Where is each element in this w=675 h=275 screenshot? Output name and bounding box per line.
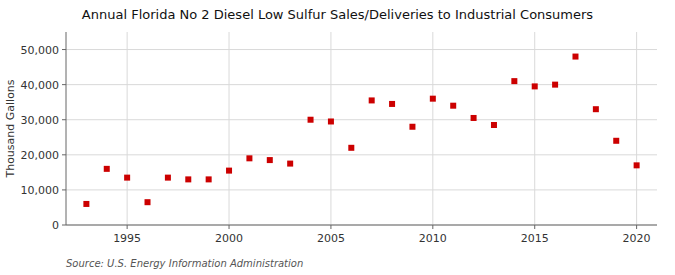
y-tick [62,49,66,50]
y-tick-label: 40,000 [21,79,60,92]
y-axis-label: Thousand Gallons [4,79,17,178]
y-grid-line [66,225,657,226]
x-grid-line [229,32,230,225]
y-axis-line [66,32,67,225]
point [613,138,619,144]
y-tick [62,119,66,120]
point [308,117,314,123]
point [104,166,110,172]
y-grid-line [66,119,657,120]
y-tick [62,154,66,155]
point [532,83,538,89]
x-tick-label: 2000 [215,232,243,245]
x-grid-line [432,32,433,225]
point [287,161,293,167]
x-tick [432,225,433,229]
point [634,162,640,168]
x-grid-line [534,32,535,225]
point [206,176,212,182]
y-tick-label: 30,000 [21,114,60,127]
point [83,201,89,207]
point [430,96,436,102]
point [267,157,273,163]
x-tick [229,225,230,229]
x-grid-line [636,32,637,225]
point [124,175,130,181]
y-grid-line [66,49,657,50]
x-tick-label: 2010 [419,232,447,245]
y-grid-line [66,84,657,85]
points [83,54,639,207]
point [328,118,334,124]
point [185,176,191,182]
x-tick [636,225,637,229]
point [552,82,558,88]
x-tick-label: 2015 [521,232,549,245]
point [491,122,497,128]
x-tick [127,225,128,229]
x-tick [534,225,535,229]
y-grid-line [66,189,657,190]
x-tick [330,225,331,229]
point [389,101,395,107]
grid [66,32,657,225]
x-tick-label: 2020 [623,232,651,245]
y-tick-label: 20,000 [21,149,60,162]
chart: 0 10,000 20,000 30,000 40,000 50,000 1995 2000 2… [0,0,675,275]
y-tick [62,189,66,190]
point [226,168,232,174]
y-tick-label: 10,000 [21,184,60,197]
point [450,103,456,109]
point [593,106,599,112]
point [471,115,477,121]
point [145,199,151,205]
point [572,54,578,60]
x-tick-label: 2005 [317,232,345,245]
y-tick-label: 50,000 [21,44,60,57]
point [369,97,375,103]
point [511,78,517,84]
x-grid-line [330,32,331,225]
y-tick [62,84,66,85]
x-tick-label: 1995 [113,232,141,245]
source: Source: U.S. Energy Information Administ… [66,258,303,269]
x-grid-line [127,32,128,225]
y-tick-label: 0 [52,219,59,232]
x-axis-line [66,225,657,226]
point [165,175,171,181]
title: Annual Florida No 2 Diesel Low Sulfur Sa… [82,7,593,22]
axes: 0 10,000 20,000 30,000 40,000 50,000 1995 2000 2… [21,32,658,245]
y-grid-line [66,154,657,155]
point [409,124,415,130]
y-tick [62,225,66,226]
plot-area [66,32,657,225]
point [246,155,252,161]
point [348,145,354,151]
